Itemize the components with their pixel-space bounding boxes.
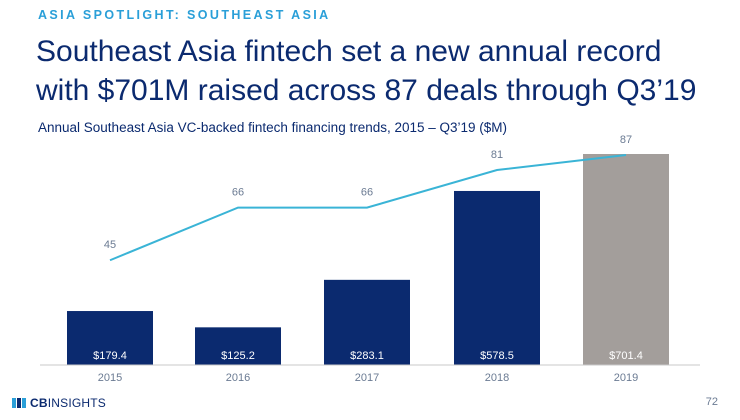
deal-count-label: 66 <box>361 187 373 199</box>
deal-count-label: 66 <box>232 187 244 199</box>
headline-line-1: Southeast Asia fintech set a new annual … <box>36 35 662 68</box>
x-tick-label: 2019 <box>614 372 638 384</box>
x-tick-label: 2015 <box>98 372 122 384</box>
deal-count-label: 45 <box>104 239 116 251</box>
bar-2017 <box>324 279 410 365</box>
x-tick-label: 2017 <box>355 372 379 384</box>
section-kicker: ASIA SPOTLIGHT: SOUTHEAST ASIA <box>38 8 331 22</box>
headline-line-2: with $701M raised across 87 deals throug… <box>36 74 697 107</box>
deal-count-series: 45 66 66 81 87 <box>104 134 632 262</box>
bar-2016 <box>195 327 281 365</box>
logo-insights: INSIGHTS <box>47 396 107 410</box>
bar-value-label: $283.1 <box>350 350 384 362</box>
x-tick-label: 2016 <box>226 372 250 384</box>
bar-value-label: $125.2 <box>221 350 255 362</box>
logo-wordmark: CBINSIGHTS <box>30 396 106 410</box>
deal-count-label: 81 <box>491 149 503 161</box>
bar-2019 <box>583 154 669 365</box>
cbinsights-logo: CBINSIGHTS <box>12 396 106 410</box>
bar-2018 <box>454 190 540 365</box>
x-tick-label: 2018 <box>485 372 509 384</box>
deal-count-line <box>109 154 627 262</box>
bar-series: $179.4 $125.2 $283.1 $578.5 $701.4 <box>67 154 669 365</box>
cbinsights-logo-icon <box>12 398 26 408</box>
bar-value-label: $179.4 <box>93 350 127 362</box>
bar-value-label: $701.4 <box>609 350 643 362</box>
bar-value-label: $578.5 <box>480 350 514 362</box>
page-number: 72 <box>705 396 718 408</box>
bar-2015 <box>67 311 153 365</box>
deal-count-label: 87 <box>620 134 632 146</box>
logo-cb: CB <box>30 396 48 410</box>
page-headline: Southeast Asia fintech set a new annual … <box>36 32 726 110</box>
x-axis-ticks: 2015 2016 2017 2018 2019 <box>40 364 700 384</box>
chart-title: Annual Southeast Asia VC-backed fintech … <box>38 120 508 135</box>
